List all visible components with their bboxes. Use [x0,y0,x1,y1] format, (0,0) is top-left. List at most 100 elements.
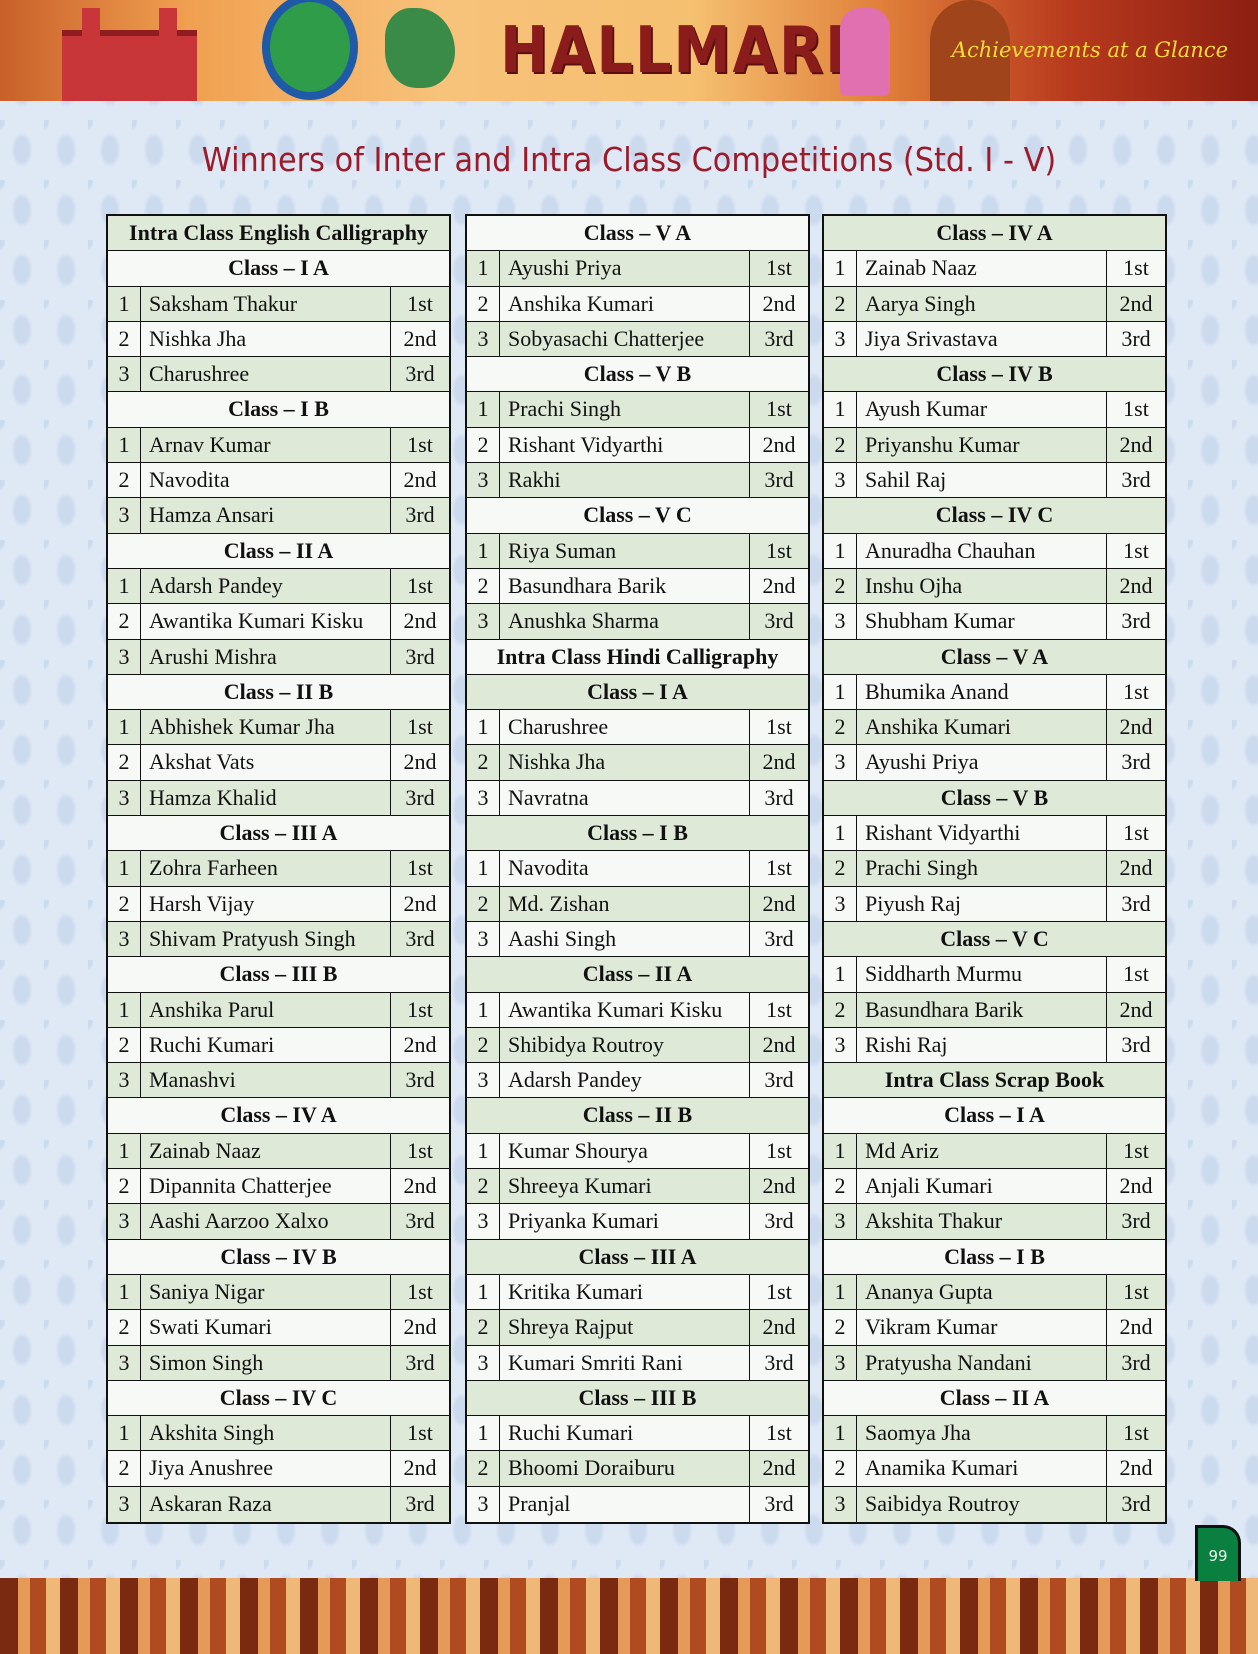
table-row: 1 Anshika Parul 1st [108,992,449,1028]
rank: 1st [766,714,792,740]
rank: 3rd [405,643,435,669]
position-number: 3 [824,886,857,921]
winner-name: Rishi Raj [857,1027,1107,1063]
table-row: 1 Akshita Singh 1st [108,1416,449,1452]
position-number: 2 [108,463,141,498]
position-number: 2 [824,851,857,886]
position-number: 2 [467,886,500,921]
class-heading: Class – V C [467,498,808,534]
position-number: 2 [108,1451,141,1486]
rank: 1st [407,714,433,740]
position-number: 2 [467,1027,500,1063]
class-heading: Class – III A [108,816,449,852]
table-row: 3 Simon Singh 3rd [108,1345,449,1381]
table-row: 1 Anuradha Chauhan 1st [824,533,1165,569]
table-row: 2 Shibidya Routroy 2nd [467,1027,808,1064]
winner-name: Akshita Singh [141,1416,391,1451]
winner-name: Shubham Kumar [857,604,1107,639]
winner-name: Bhoomi Doraiburu [500,1451,750,1486]
rank: 2nd [762,431,796,457]
rank: 1st [1123,537,1149,563]
class-heading: Class – IV B [108,1239,449,1275]
position-number: 3 [108,921,141,957]
rank: 2nd [762,1455,796,1481]
class-heading: Class – V B [824,780,1165,817]
table-row: 2 Navodita 2nd [108,463,449,499]
position-number: 3 [108,1204,141,1239]
winner-name: Zohra Farheen [141,851,391,886]
winner-name: Aarya Singh [857,286,1107,321]
winner-name: Shreya Rajput [500,1310,750,1345]
rank: 3rd [405,1490,435,1516]
winner-name: Siddharth Murmu [857,957,1107,992]
winner-name: Nishka Jha [141,321,391,357]
table-row: 2 Dipannita Chatterjee 2nd [108,1169,449,1205]
position-number: 3 [824,604,857,639]
class-heading: Class – V A [824,639,1165,675]
position-number: 3 [467,1204,500,1239]
rank: 3rd [405,502,435,528]
rank: 2nd [762,749,796,775]
position-number: 1 [824,816,857,851]
rank: 3rd [1121,325,1151,351]
red-fort-illustration [62,8,197,101]
winner-name: Anushka Sharma [500,604,750,639]
position-number: 3 [824,321,857,357]
table-row: 2 Swati Kumari 2nd [108,1310,449,1346]
position-number: 1 [467,1416,500,1451]
rank: 2nd [403,325,437,351]
position-number: 2 [824,710,857,745]
position-number: 2 [467,1310,500,1345]
winner-name: Shibidya Routroy [500,1027,750,1063]
competition-title: Intra Class Scrap Book [824,1063,1165,1099]
winner-name: Kritika Kumari [500,1274,750,1310]
table-row: 1 Zainab Naaz 1st [824,251,1165,287]
position-number: 1 [824,533,857,568]
table-row: 2 Basundhara Barik 2nd [824,992,1165,1028]
winner-name: Anshika Kumari [500,286,750,321]
position-number: 2 [467,286,500,321]
table-row: 3 Aashi Aarzoo Xalxo 3rd [108,1204,449,1240]
table-row: 3 Jiya Srivastava 3rd [824,321,1165,358]
page-title: Winners of Inter and Intra Class Competi… [201,140,1057,179]
position-number: 1 [824,957,857,992]
position-number: 3 [108,1345,141,1380]
table-row: 3 Anushka Sharma 3rd [467,604,808,640]
table-row: 1 Adarsh Pandey 1st [108,568,449,605]
table-row: 2 Anamika Kumari 2nd [824,1451,1165,1487]
rank: 1st [407,1137,433,1163]
class-heading: Class – III B [467,1380,808,1417]
winner-name: Vikram Kumar [857,1310,1107,1345]
rank: 3rd [764,784,794,810]
class-heading: Class – I B [824,1239,1165,1275]
class-heading: Class – V B [467,357,808,393]
table-row: 1 Bhumika Anand 1st [824,674,1165,711]
winner-name: Hamza Ansari [141,498,391,533]
position-number: 2 [824,992,857,1027]
table-row: 3 Charushree 3rd [108,357,449,393]
rank: 3rd [1121,1208,1151,1234]
table-row: 1 Saksham Thakur 1st [108,286,449,322]
winner-name: Swati Kumari [141,1310,391,1345]
table-row: 3 Hamza Khalid 3rd [108,780,449,817]
table-row: 2 Nishka Jha 2nd [108,321,449,358]
rank: 3rd [1121,1349,1151,1375]
rank: 2nd [1119,996,1153,1022]
rank: 1st [1123,396,1149,422]
table-row: 3 Sahil Raj 3rd [824,463,1165,499]
winner-name: Anshika Parul [141,992,391,1027]
table-row: 2 Shreeya Kumari 2nd [467,1169,808,1205]
rank: 2nd [403,1031,437,1057]
rank: 3rd [1121,1490,1151,1516]
position-number: 2 [824,286,857,321]
table-row: 3 Pranjal 3rd [467,1486,808,1522]
position-number: 3 [467,780,500,816]
position-number: 3 [824,1027,857,1063]
winner-name: Arnav Kumar [141,427,391,463]
class-heading: Class – II A [824,1380,1165,1417]
winner-name: Priyanka Kumari [500,1204,750,1239]
rank: 2nd [403,608,437,634]
winner-name: Jiya Anushree [141,1451,391,1486]
winner-name: Awantika Kumari Kisku [500,992,750,1027]
position-number: 2 [108,604,141,639]
